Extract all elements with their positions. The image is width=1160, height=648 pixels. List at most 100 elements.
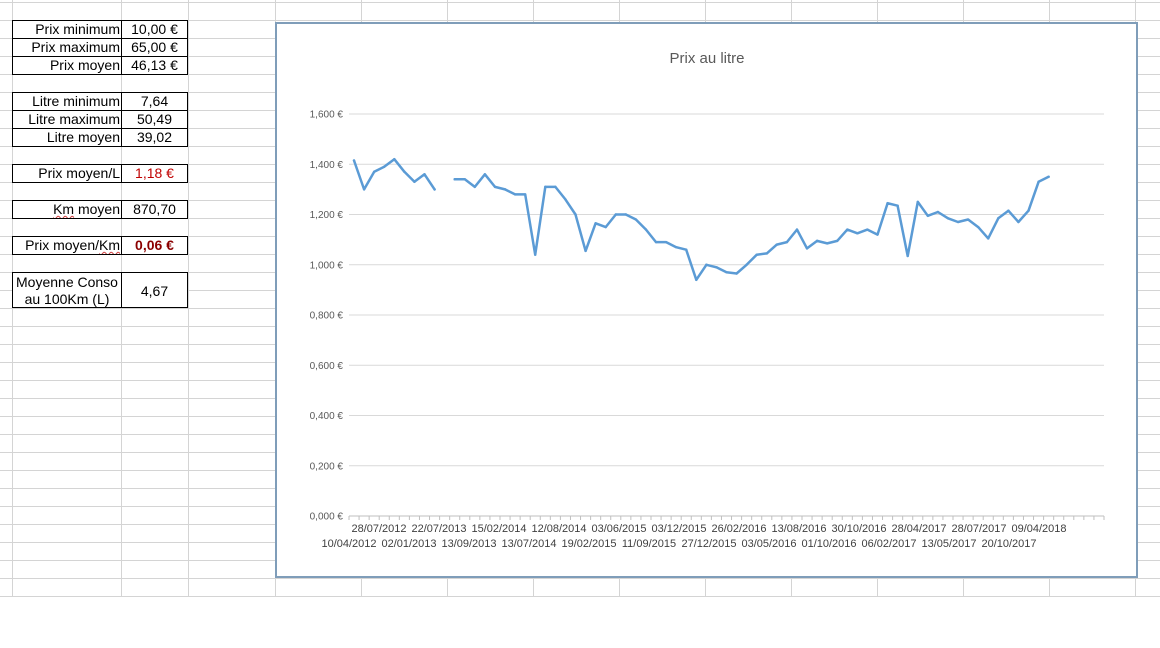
label-prix-moyen-km[interactable]: Prix moyen/Km (12, 236, 122, 255)
y-tick-label: 0,200 € (310, 461, 344, 472)
data-point (403, 170, 406, 173)
value-litre-minimum[interactable]: 7,64 (121, 92, 188, 111)
data-point (876, 233, 879, 236)
x-tick-label: 13/07/2014 (501, 538, 556, 550)
data-point (1047, 175, 1050, 179)
grid-row-line (0, 578, 1160, 579)
x-tick-label: 09/04/2018 (1011, 523, 1066, 535)
y-tick-label: 1,600 € (310, 110, 344, 121)
data-point (1017, 220, 1020, 224)
data-point (554, 185, 557, 189)
value-prix-maximum[interactable]: 65,00 € (121, 38, 188, 57)
x-tick-label: 06/02/2017 (861, 538, 916, 550)
series-layer (352, 157, 1050, 282)
data-point (523, 193, 527, 196)
label-litre-minimum[interactable]: Litre minimum (12, 92, 122, 111)
y-tick-label: 0,600 € (310, 361, 344, 372)
prix-moyen-km-prefix: Prix moyen/ (25, 237, 99, 253)
value-prix-moyen-litre[interactable]: 1,18 € (121, 164, 188, 183)
x-tick-label: 26/02/2016 (711, 523, 766, 535)
data-point (574, 213, 577, 216)
data-point (695, 278, 698, 282)
x-tick-label: 28/04/2017 (891, 523, 946, 535)
data-point (654, 240, 658, 244)
data-point (906, 254, 909, 258)
data-point (372, 170, 376, 173)
data-point (634, 218, 638, 221)
km-word: Km (53, 201, 75, 217)
x-tick-label: 13/05/2017 (921, 538, 976, 550)
data-point (493, 185, 497, 189)
data-point (393, 158, 396, 161)
data-point (755, 253, 758, 256)
data-point (534, 253, 537, 256)
y-tick-label: 0,000 € (310, 512, 344, 523)
label-prix-moyen-litre[interactable]: Prix moyen/L (12, 164, 122, 183)
data-point (956, 220, 960, 224)
label-moyenne-conso[interactable]: Moyenne Conso au 100Km (L) (12, 272, 122, 308)
data-point (644, 228, 648, 231)
data-point (503, 188, 507, 191)
grid-row-line (0, 2, 1160, 3)
x-tick-label: 28/07/2012 (351, 523, 406, 535)
x-tick-label: 11/09/2015 (622, 538, 676, 550)
data-point (1007, 209, 1010, 212)
y-tick-label: 1,200 € (310, 210, 344, 221)
data-point (624, 213, 628, 216)
data-point (815, 239, 819, 243)
x-tick-label: 03/06/2015 (591, 523, 646, 535)
data-point (604, 225, 607, 229)
data-point (544, 185, 547, 189)
value-km-moyen[interactable]: 870,70 (121, 200, 188, 219)
data-point (674, 245, 678, 249)
chart-container[interactable]: Prix au litre 0,000 € 0,200 € 0,400 € 0,600… (275, 22, 1138, 578)
data-point (352, 159, 356, 162)
data-point (1037, 180, 1040, 184)
data-point (735, 272, 738, 275)
label-litre-maximum[interactable]: Litre maximum (12, 110, 122, 129)
data-point (987, 237, 990, 240)
data-point (564, 198, 567, 201)
data-point (383, 165, 386, 168)
data-point (936, 210, 940, 214)
data-point (664, 240, 668, 244)
chart-title: Prix au litre (669, 50, 744, 67)
value-prix-moyen-km[interactable]: 0,06 € (121, 236, 188, 255)
data-point (976, 225, 980, 229)
label-km-moyen[interactable]: Km moyen (12, 200, 122, 219)
data-point (856, 232, 859, 235)
data-point (836, 239, 839, 243)
data-point (916, 200, 919, 204)
label-prix-minimum[interactable]: Prix minimum (12, 20, 122, 39)
data-point (725, 271, 728, 274)
data-point (795, 228, 799, 231)
data-point (1027, 209, 1030, 212)
value-prix-moyen[interactable]: 46,13 € (121, 56, 188, 75)
data-point (453, 178, 456, 181)
value-litre-moyen[interactable]: 39,02 (121, 128, 188, 147)
price-per-litre-chart: Prix au litre 0,000 € 0,200 € 0,400 € 0,600… (310, 50, 1105, 550)
x-tick-label: 28/07/2017 (951, 523, 1006, 535)
data-point (685, 248, 688, 251)
value-prix-minimum[interactable]: 10,00 € (121, 20, 188, 39)
prix-moyen-km-word: Km (99, 237, 120, 253)
data-point (886, 201, 889, 205)
label-prix-moyen[interactable]: Prix moyen (12, 56, 122, 75)
data-point (614, 213, 617, 216)
label-prix-maximum[interactable]: Prix maximum (12, 38, 122, 57)
value-moyenne-conso[interactable]: 4,67 (121, 272, 188, 308)
value-litre-maximum[interactable]: 50,49 (121, 110, 188, 129)
x-axis: 28/07/2012 22/07/2013 15/02/2014 12/08/2014… (321, 515, 1105, 550)
data-point (997, 217, 1000, 220)
x-tick-label: 22/07/2013 (411, 523, 466, 535)
x-tick-label: 30/10/2016 (831, 523, 886, 535)
x-tick-label: 15/02/2014 (471, 523, 526, 535)
x-tick-label: 03/12/2015 (651, 523, 706, 535)
label-litre-moyen[interactable]: Litre moyen (12, 128, 122, 147)
data-point (926, 214, 930, 217)
data-point (423, 173, 426, 176)
x-tick-label: 20/10/2017 (981, 538, 1036, 550)
x-tick-label: 03/05/2016 (741, 538, 796, 550)
data-point (805, 247, 809, 250)
data-point (513, 193, 517, 196)
